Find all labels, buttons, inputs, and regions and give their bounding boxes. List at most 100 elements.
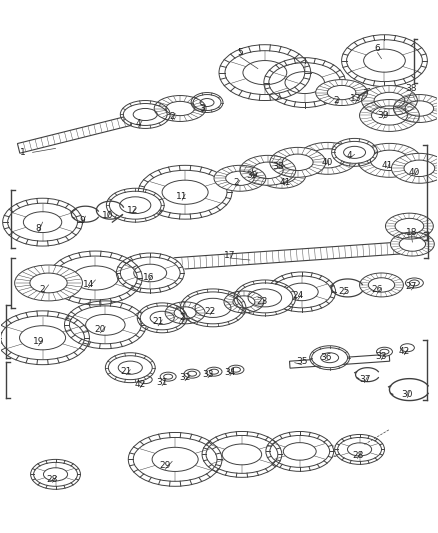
Text: 38: 38 bbox=[406, 84, 417, 93]
Text: 25: 25 bbox=[338, 287, 349, 296]
Text: 20: 20 bbox=[95, 325, 106, 334]
Ellipse shape bbox=[184, 369, 200, 378]
Text: 41: 41 bbox=[382, 161, 393, 170]
Ellipse shape bbox=[127, 432, 223, 487]
Text: 32: 32 bbox=[180, 373, 191, 382]
Text: 23: 23 bbox=[256, 297, 268, 306]
Text: 2: 2 bbox=[40, 286, 46, 294]
Ellipse shape bbox=[360, 273, 403, 297]
Ellipse shape bbox=[341, 34, 428, 87]
Text: 1: 1 bbox=[20, 148, 25, 157]
Text: 13: 13 bbox=[350, 94, 361, 103]
Ellipse shape bbox=[160, 372, 176, 381]
Ellipse shape bbox=[400, 344, 414, 352]
Ellipse shape bbox=[183, 292, 243, 324]
Ellipse shape bbox=[64, 300, 147, 350]
Text: 33: 33 bbox=[202, 370, 214, 379]
Ellipse shape bbox=[393, 94, 438, 123]
Ellipse shape bbox=[138, 376, 152, 384]
Text: 8: 8 bbox=[36, 224, 42, 232]
Ellipse shape bbox=[140, 306, 184, 330]
Ellipse shape bbox=[124, 103, 167, 125]
Text: 26: 26 bbox=[372, 286, 383, 294]
Ellipse shape bbox=[164, 374, 173, 379]
Ellipse shape bbox=[270, 148, 326, 177]
Ellipse shape bbox=[406, 278, 424, 288]
Text: 36: 36 bbox=[320, 353, 332, 362]
Text: 33: 33 bbox=[376, 352, 387, 361]
Text: 35: 35 bbox=[296, 357, 307, 366]
Text: 10: 10 bbox=[102, 211, 113, 220]
Ellipse shape bbox=[209, 369, 219, 374]
Text: 39: 39 bbox=[378, 111, 389, 120]
Ellipse shape bbox=[115, 252, 185, 294]
Text: 37: 37 bbox=[359, 375, 370, 384]
Ellipse shape bbox=[265, 431, 335, 472]
Text: 40: 40 bbox=[322, 158, 333, 167]
Text: 3: 3 bbox=[199, 104, 205, 113]
Ellipse shape bbox=[224, 291, 264, 313]
Text: 9: 9 bbox=[80, 216, 85, 224]
Text: 42: 42 bbox=[399, 347, 410, 356]
Text: 30: 30 bbox=[402, 390, 413, 399]
Ellipse shape bbox=[360, 100, 419, 132]
Text: 41: 41 bbox=[279, 178, 290, 187]
Polygon shape bbox=[18, 116, 131, 153]
Ellipse shape bbox=[14, 265, 82, 301]
Text: 17: 17 bbox=[224, 251, 236, 260]
Text: 14: 14 bbox=[83, 280, 94, 289]
Ellipse shape bbox=[231, 367, 240, 372]
Text: 5: 5 bbox=[237, 48, 243, 57]
Ellipse shape bbox=[214, 165, 266, 191]
Ellipse shape bbox=[110, 191, 161, 219]
Text: 21: 21 bbox=[152, 317, 164, 326]
Ellipse shape bbox=[165, 302, 205, 324]
Ellipse shape bbox=[390, 232, 434, 256]
Ellipse shape bbox=[30, 458, 81, 490]
Ellipse shape bbox=[228, 365, 244, 374]
Polygon shape bbox=[55, 242, 400, 278]
Ellipse shape bbox=[48, 250, 143, 306]
Ellipse shape bbox=[361, 86, 417, 116]
Text: 31: 31 bbox=[156, 378, 168, 387]
Ellipse shape bbox=[137, 164, 233, 220]
Ellipse shape bbox=[392, 154, 438, 183]
Text: 18: 18 bbox=[406, 228, 417, 237]
Ellipse shape bbox=[258, 163, 306, 188]
Text: 16: 16 bbox=[142, 273, 154, 282]
Text: 2: 2 bbox=[334, 96, 339, 105]
Text: 27: 27 bbox=[406, 282, 417, 292]
Ellipse shape bbox=[237, 283, 293, 313]
Text: 38: 38 bbox=[272, 162, 283, 171]
Text: 40: 40 bbox=[409, 168, 420, 177]
Ellipse shape bbox=[193, 94, 221, 110]
Text: 42: 42 bbox=[134, 380, 146, 389]
Text: 24: 24 bbox=[292, 292, 304, 301]
Text: 12: 12 bbox=[127, 206, 138, 215]
Ellipse shape bbox=[0, 310, 90, 366]
Polygon shape bbox=[130, 445, 370, 466]
Text: 29: 29 bbox=[159, 461, 171, 470]
Ellipse shape bbox=[206, 367, 222, 376]
Text: 4: 4 bbox=[347, 151, 353, 160]
Ellipse shape bbox=[218, 44, 312, 101]
Text: 21: 21 bbox=[120, 367, 132, 376]
Ellipse shape bbox=[316, 79, 367, 106]
Text: 22: 22 bbox=[205, 308, 215, 317]
Ellipse shape bbox=[380, 349, 389, 354]
Ellipse shape bbox=[2, 197, 83, 247]
Text: 28: 28 bbox=[47, 475, 58, 484]
Text: 39: 39 bbox=[246, 171, 258, 180]
Text: 4: 4 bbox=[135, 119, 141, 128]
Polygon shape bbox=[290, 354, 390, 368]
Ellipse shape bbox=[335, 141, 374, 163]
Text: 2: 2 bbox=[233, 178, 239, 187]
Ellipse shape bbox=[377, 347, 392, 356]
Text: 6: 6 bbox=[374, 44, 380, 53]
Ellipse shape bbox=[187, 371, 197, 376]
Ellipse shape bbox=[385, 213, 433, 239]
Ellipse shape bbox=[108, 356, 152, 379]
Ellipse shape bbox=[334, 433, 385, 465]
Ellipse shape bbox=[240, 155, 296, 185]
Text: 11: 11 bbox=[177, 192, 188, 201]
